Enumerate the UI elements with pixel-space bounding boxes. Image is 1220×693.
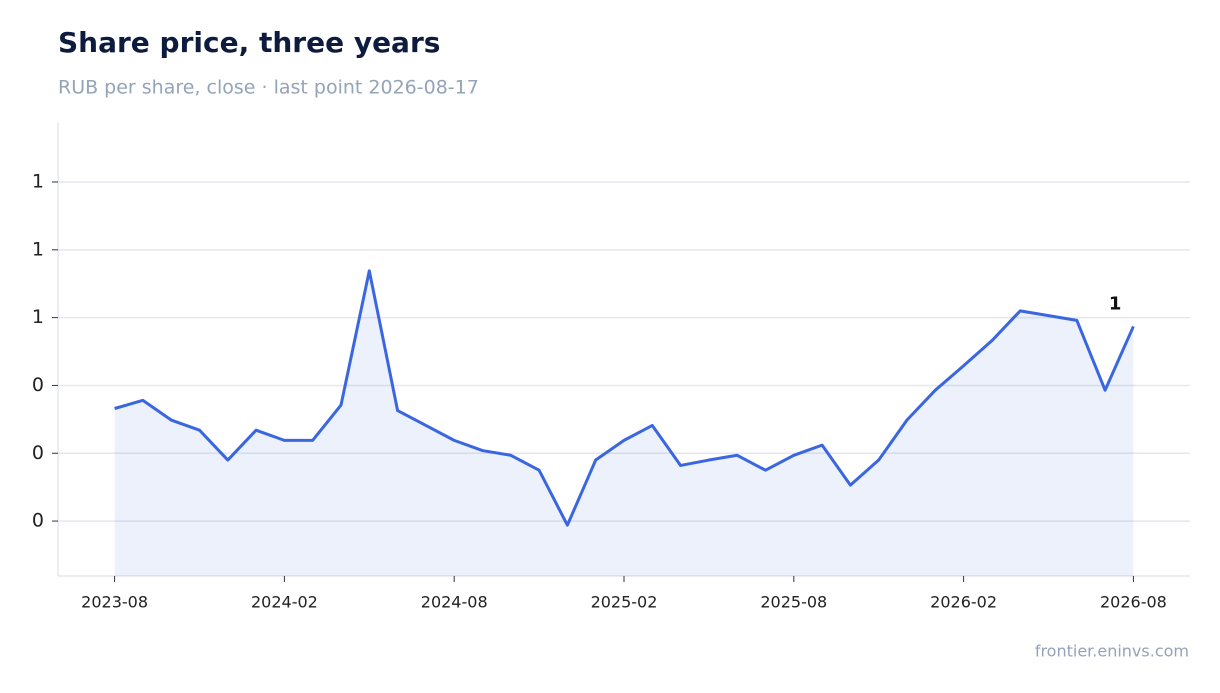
x-tick-label: 2024-08 — [421, 593, 488, 612]
x-tick-label: 2025-02 — [591, 593, 658, 612]
x-tick-label: 2026-02 — [930, 593, 997, 612]
x-tick-label: 2025-08 — [760, 593, 827, 612]
value-label: 1 — [1109, 293, 1122, 314]
x-tick-label: 2024-02 — [251, 593, 318, 612]
y-tick-label: 1 — [32, 306, 44, 328]
area — [114, 270, 1134, 576]
chart-subtitle: RUB per share, close · last point 2026-0… — [58, 77, 479, 99]
chart-title: Share price, three years — [58, 26, 440, 59]
y-tick-label: 0 — [32, 374, 44, 396]
y-tick-label: 1 — [32, 170, 44, 192]
line — [114, 269, 1135, 527]
x-tick-label: 2023-08 — [81, 593, 148, 612]
source: frontier.eninvs.com — [1035, 642, 1189, 661]
x-tick-label: 2026-08 — [1100, 593, 1167, 612]
y-tick-label: 0 — [32, 510, 44, 532]
y-tick-label: 0 — [32, 442, 44, 464]
y-tick-label: 1 — [32, 238, 44, 260]
